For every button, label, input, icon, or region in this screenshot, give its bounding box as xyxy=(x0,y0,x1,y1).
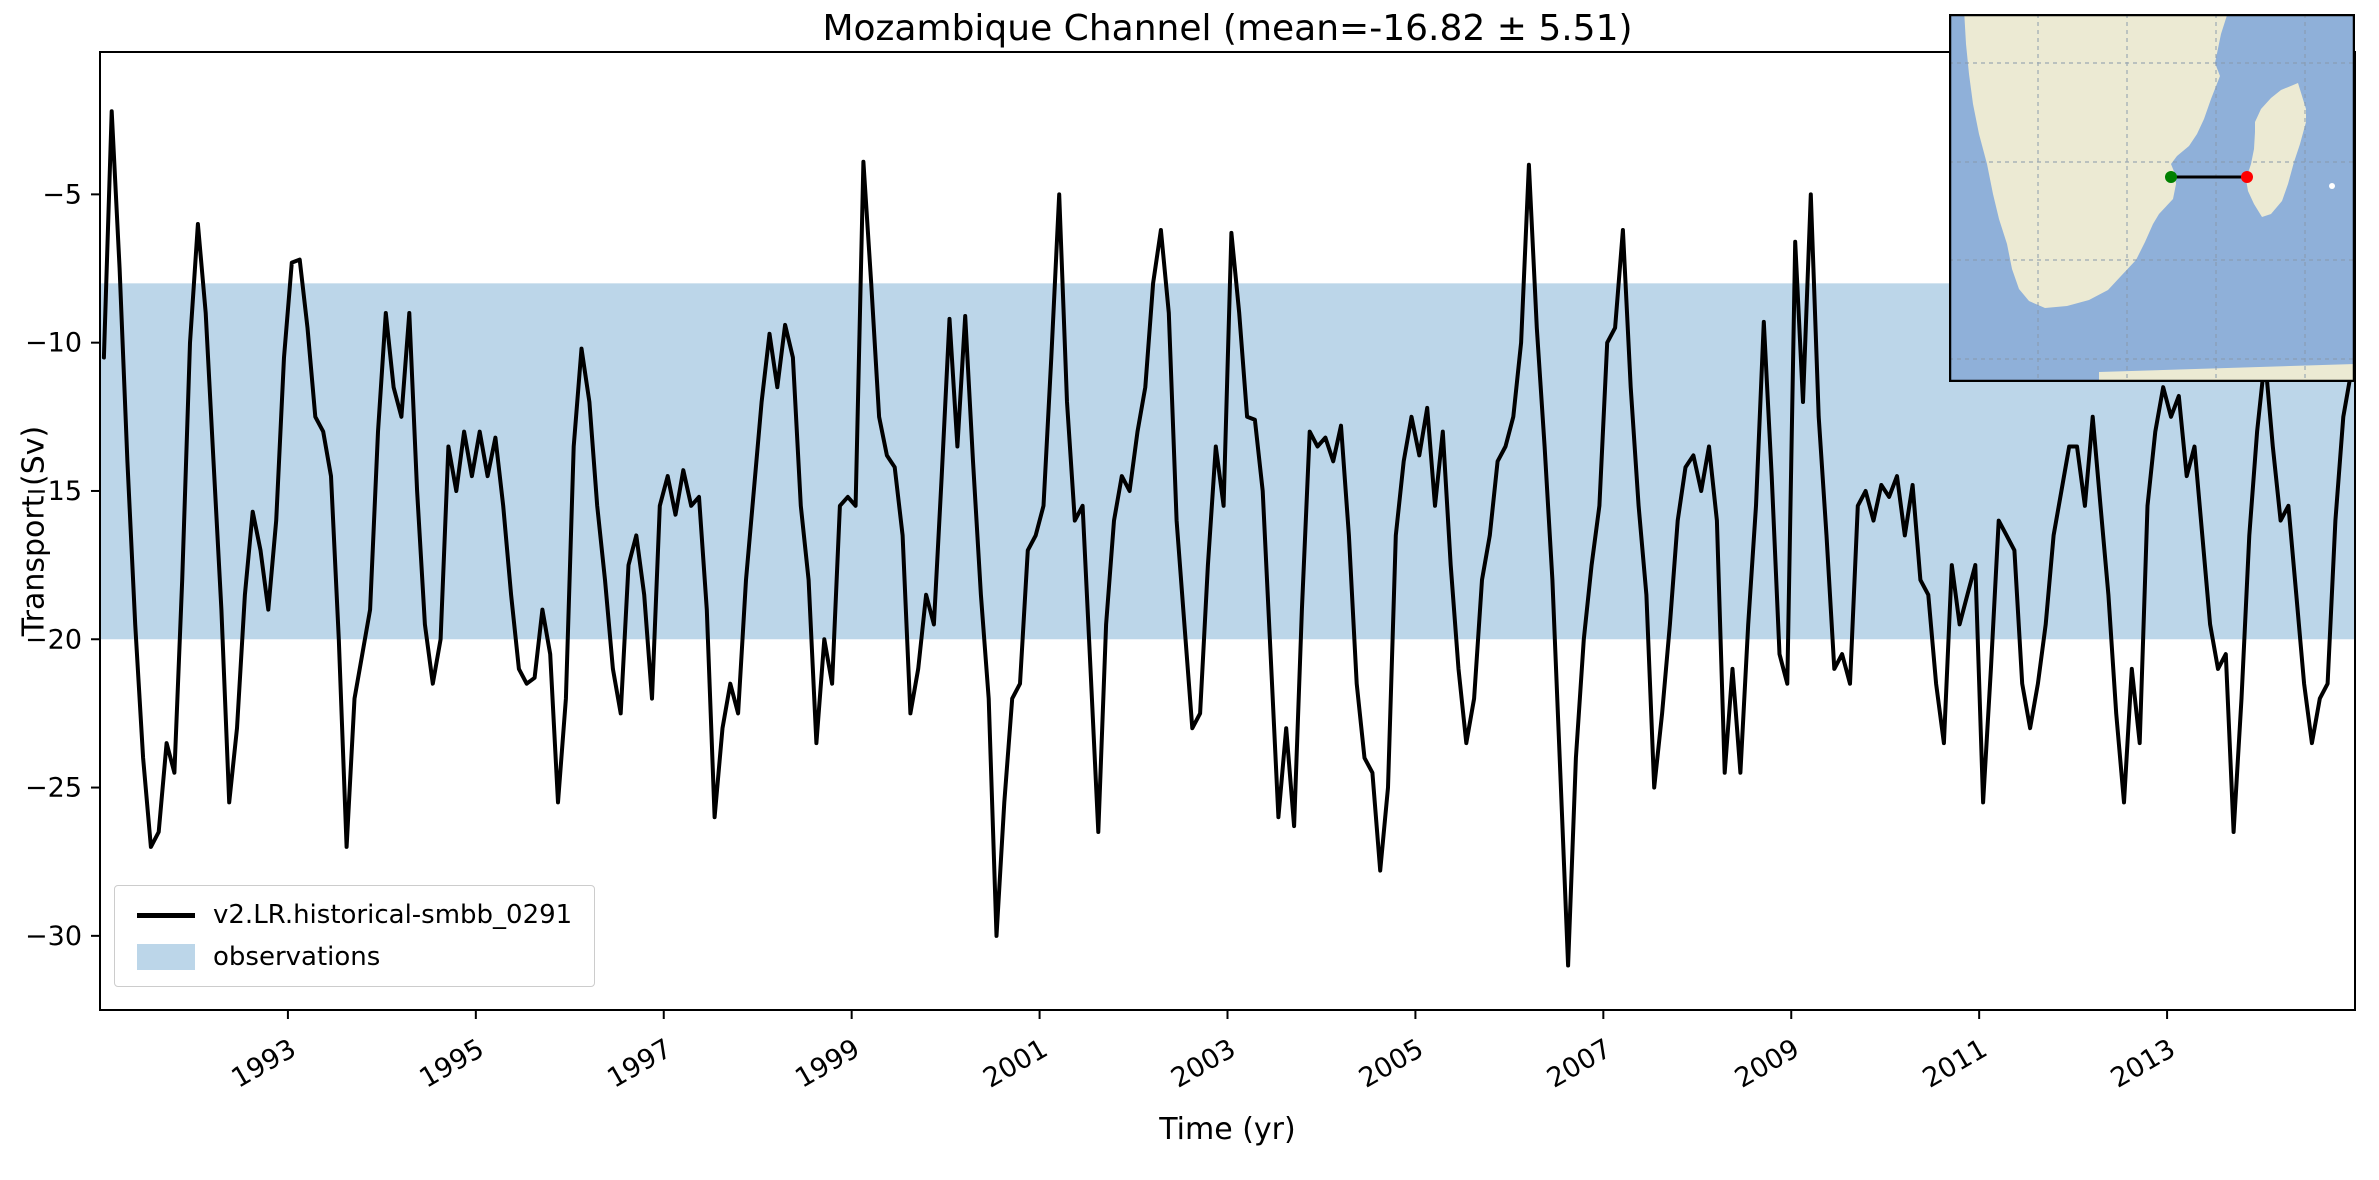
map-gridlines xyxy=(1949,14,2355,382)
x-tick-label: 1997 xyxy=(602,1033,677,1094)
bottom-land-strip xyxy=(2099,364,2355,382)
inset-map xyxy=(1949,14,2355,382)
observations-patch-swatch xyxy=(137,944,195,970)
x-tick-label: 2007 xyxy=(1542,1033,1617,1094)
legend-label-observations: observations xyxy=(213,942,381,972)
chart-title: Mozambique Channel (mean=-16.82 ± 5.51) xyxy=(822,8,1633,49)
x-tick-label: 2005 xyxy=(1354,1033,1429,1094)
y-tick-label: −20 xyxy=(25,624,82,655)
africa-landmass xyxy=(1964,14,2228,308)
small-island-dot xyxy=(2329,183,2335,189)
legend-label-model: v2.LR.historical-smbb_0291 xyxy=(213,900,573,930)
x-axis-label: Time (yr) xyxy=(1159,1112,1296,1147)
y-tick-label: −25 xyxy=(25,773,82,804)
y-tick-label: −10 xyxy=(25,328,82,359)
y-tick-label: −5 xyxy=(42,179,82,210)
madagascar-landmass xyxy=(2246,83,2306,217)
legend-item-model: v2.LR.historical-smbb_0291 xyxy=(137,900,572,930)
x-tick-label: 2009 xyxy=(1730,1033,1805,1094)
x-tick-label: 2001 xyxy=(978,1033,1053,1094)
legend: v2.LR.historical-smbb_0291 observations xyxy=(114,885,596,987)
section-start-marker xyxy=(2165,171,2177,183)
x-tick-label: 1993 xyxy=(226,1033,301,1094)
x-tick-label: 2011 xyxy=(1918,1033,1993,1094)
x-tick-label: 1995 xyxy=(414,1033,489,1094)
x-tick-label: 2013 xyxy=(2106,1033,2181,1094)
y-tick-label: −15 xyxy=(25,476,82,507)
axes-frame xyxy=(99,51,2356,1011)
section-end-marker xyxy=(2241,171,2253,183)
legend-item-observations: observations xyxy=(137,942,572,972)
y-axis-label: Transport (Sv) xyxy=(16,425,52,637)
inset-border xyxy=(1949,14,2355,382)
model-series-line xyxy=(101,109,2354,968)
x-tick-label: 2003 xyxy=(1166,1033,1241,1094)
y-tick-label: −30 xyxy=(25,921,82,952)
model-line-swatch xyxy=(137,912,195,918)
x-tick-label: 1999 xyxy=(790,1033,865,1094)
